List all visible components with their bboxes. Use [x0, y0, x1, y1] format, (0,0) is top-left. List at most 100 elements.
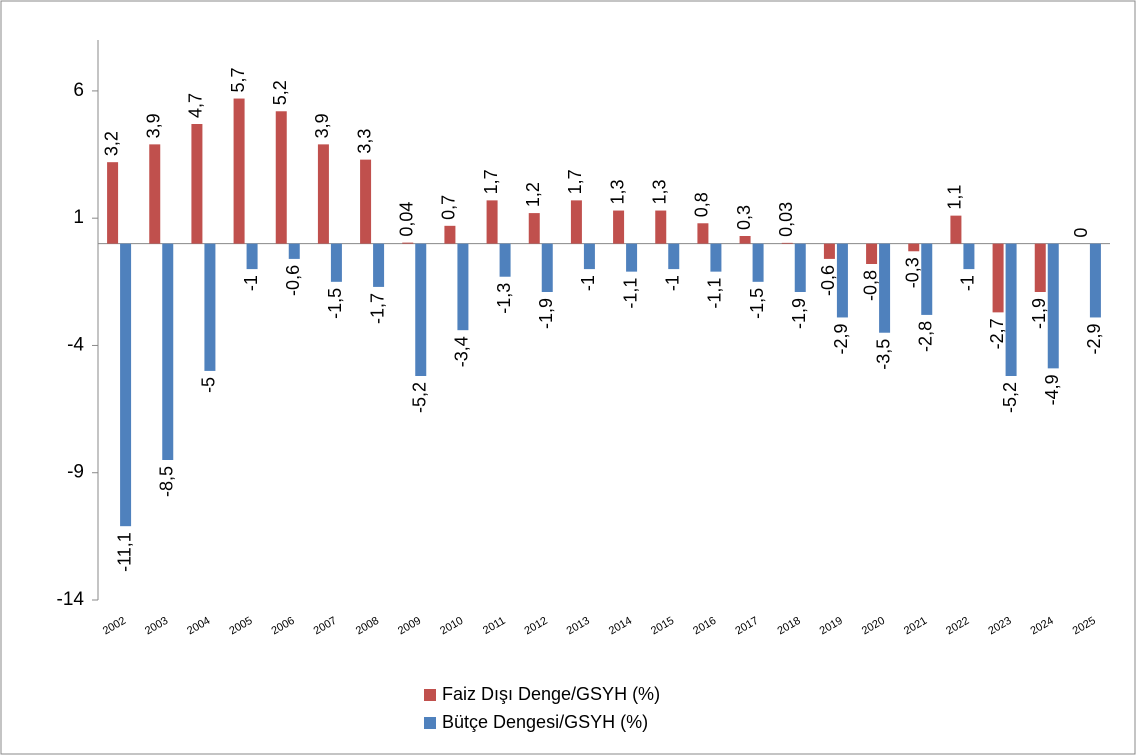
bar — [752, 243, 764, 282]
value-label: -2,9 — [1084, 323, 1104, 354]
value-label: -1,9 — [536, 298, 556, 329]
y-tick-label: -14 — [57, 589, 85, 610]
value-label: 3,9 — [144, 113, 164, 138]
value-label: 3,3 — [354, 129, 374, 154]
value-label: -11,1 — [114, 532, 134, 572]
bar — [162, 243, 174, 460]
legend-swatch — [424, 689, 436, 701]
value-label: 1,3 — [607, 180, 627, 205]
value-label: -5,2 — [410, 382, 430, 413]
bar — [823, 243, 835, 259]
bar — [444, 225, 456, 244]
bar — [288, 243, 300, 259]
bar — [204, 243, 216, 371]
value-label: -5 — [199, 377, 219, 393]
value-label: 1,1 — [945, 185, 965, 210]
bar — [457, 243, 469, 331]
value-label: 3,9 — [312, 113, 332, 138]
value-label: 1,7 — [565, 169, 585, 194]
bar — [541, 243, 553, 292]
value-label: 0,7 — [439, 195, 459, 220]
bar — [373, 243, 385, 287]
bar — [697, 223, 709, 244]
bar — [668, 243, 680, 270]
value-label: -2,8 — [916, 321, 936, 352]
value-label: -1,9 — [1029, 298, 1049, 329]
value-label: -1,1 — [620, 278, 640, 309]
bar — [486, 200, 498, 244]
value-label: -0,3 — [903, 257, 923, 288]
bar — [1005, 243, 1017, 376]
value-label: 3,2 — [101, 131, 121, 156]
bar — [1047, 243, 1059, 369]
bar — [626, 243, 638, 272]
value-label: 4,7 — [186, 93, 206, 118]
bar — [191, 124, 203, 244]
bar — [499, 243, 511, 277]
value-label: 5,2 — [270, 80, 290, 105]
value-label: 1,3 — [650, 180, 670, 205]
bar — [992, 243, 1004, 313]
value-label: -1 — [578, 275, 598, 291]
bar — [402, 242, 414, 244]
value-label: -0,6 — [283, 265, 303, 296]
bar — [794, 243, 806, 292]
bar — [963, 243, 975, 270]
value-label: -0,8 — [860, 270, 880, 301]
value-label: -3,5 — [873, 339, 893, 370]
y-tick-label: 6 — [73, 80, 84, 101]
legend-swatch — [424, 717, 436, 729]
bar — [583, 243, 595, 270]
bar — [1034, 243, 1046, 292]
bar — [360, 159, 372, 244]
value-label: 0,03 — [776, 202, 796, 237]
value-label: 1,7 — [481, 169, 501, 194]
bar — [275, 111, 287, 244]
value-label: 0,3 — [734, 205, 754, 230]
bar — [246, 243, 258, 270]
value-label: -0,6 — [818, 265, 838, 296]
value-label: -2,9 — [831, 323, 851, 354]
bar — [950, 215, 962, 244]
value-label: -3,4 — [452, 336, 472, 367]
value-label: -1 — [241, 275, 261, 291]
legend-label: Faiz Dışı Denge/GSYH (%) — [442, 684, 660, 704]
value-label: 1,2 — [523, 182, 543, 207]
value-label: -1 — [663, 275, 683, 291]
bar — [528, 213, 540, 244]
value-label: -1,9 — [789, 298, 809, 329]
value-label: -1,7 — [367, 293, 387, 324]
bar — [149, 144, 161, 244]
value-label: -1,3 — [494, 283, 514, 314]
bar — [613, 210, 625, 244]
value-label: -4,9 — [1042, 374, 1062, 405]
bar — [415, 243, 427, 376]
bar — [921, 243, 933, 315]
bar — [739, 236, 751, 244]
bar — [120, 243, 132, 527]
bar — [317, 144, 329, 244]
y-tick-label: -4 — [67, 334, 84, 355]
value-label: -1,1 — [705, 278, 725, 309]
bar — [879, 243, 891, 333]
bar — [1089, 243, 1101, 318]
bar — [908, 243, 920, 252]
bar — [781, 242, 793, 244]
y-tick-label: -9 — [67, 462, 84, 483]
bar — [330, 243, 342, 282]
legend-label: Bütçe Dengesi/GSYH (%) — [442, 712, 648, 732]
value-label: 0,04 — [397, 202, 417, 237]
value-label: -8,5 — [157, 466, 177, 497]
bar — [107, 162, 119, 244]
value-label: -1,5 — [747, 288, 767, 319]
value-label: 0,8 — [692, 192, 712, 217]
value-label: -1,5 — [325, 288, 345, 319]
bar — [570, 200, 582, 244]
bar — [233, 98, 245, 244]
bar — [710, 243, 722, 272]
bar — [655, 210, 667, 244]
value-label: -2,7 — [987, 318, 1007, 349]
y-tick-label: 1 — [73, 207, 84, 228]
